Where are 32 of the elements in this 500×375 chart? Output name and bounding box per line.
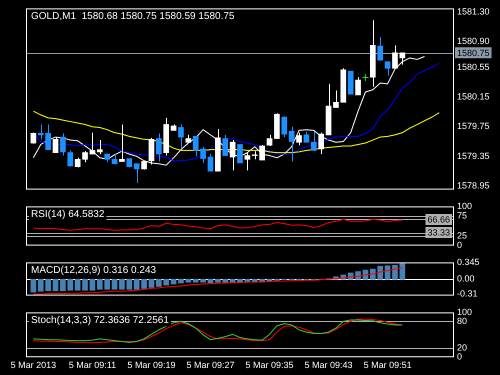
y-tick-label: 0.00 (457, 274, 475, 284)
ref-line-label: 33.33 (427, 228, 450, 238)
y-tick-label: 0 (457, 352, 462, 362)
chart-title: Stoch(14,3,3) 72.3636 72.2561 (31, 315, 170, 326)
chart-title: RSI(14) 64.5832 (31, 209, 105, 220)
chart-title: GOLD,M1 1580.68 1580.75 1580.59 1580.75 (31, 11, 235, 22)
y-tick-label: 100 (457, 200, 472, 211)
y-tick-label: 1581.30 (457, 6, 490, 17)
y-tick-label: 20 (457, 342, 468, 353)
y-tick-label: 75 (457, 210, 468, 221)
y-tick-label: 0 (457, 240, 462, 250)
y-tick-label: 1578.95 (457, 180, 490, 190)
x-tick-label: 5 Mar 09:11 (68, 360, 116, 370)
x-tick-label: 5 Mar 09:35 (246, 360, 294, 370)
x-tick-label: 5 Mar 09:19 (127, 360, 176, 370)
y-tick-label: 80 (457, 316, 468, 326)
ref-line-label: 66.66 (427, 214, 450, 224)
y-tick-label: 1580.90 (457, 36, 490, 46)
x-tick-label: 5 Mar 09:43 (304, 360, 353, 370)
y-tick-label: 1579.75 (457, 121, 490, 132)
y-tick-label: 1580.15 (457, 92, 490, 102)
ref-line-label: 1580.75 (457, 48, 490, 58)
y-tick-label: -0.31 (457, 288, 478, 299)
x-tick-label: 5 Mar 2013 (10, 360, 56, 370)
x-tick-label: 5 Mar 09:27 (186, 360, 234, 370)
y-tick-label: 100 (457, 306, 472, 317)
y-tick-label: 25 (457, 230, 468, 240)
y-tick-label: 1579.35 (457, 150, 490, 161)
y-tick-label: 0.345 (457, 257, 480, 268)
y-tick-label: 1580.55 (457, 62, 490, 72)
x-tick-label: 5 Mar 09:51 (364, 360, 412, 370)
chart-title: MACD(12,26,9) 0.316 0.243 (31, 265, 157, 276)
